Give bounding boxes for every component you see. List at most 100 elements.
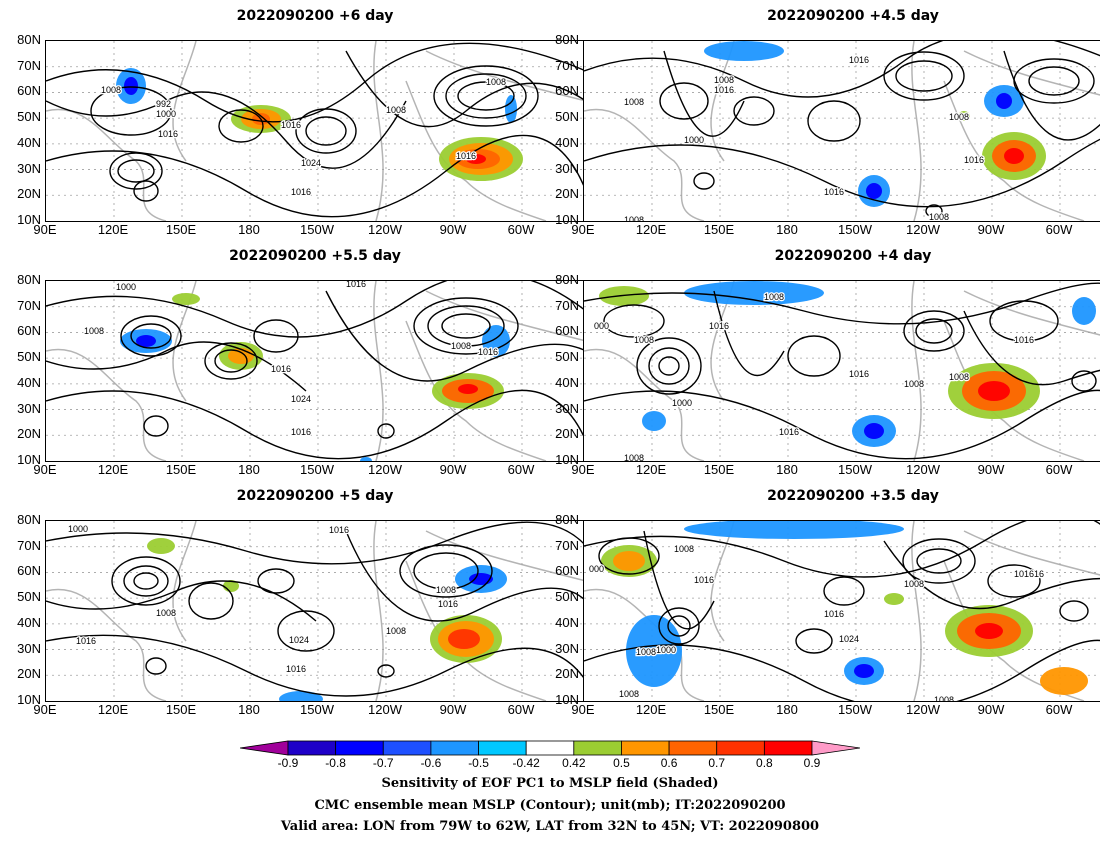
mslp-contour [257,568,295,594]
mslp-contour [603,304,665,338]
sensitivity-shade [975,623,1003,639]
mslp-contour [130,323,172,349]
contour-label: 1008 [101,85,121,95]
longitude-label: 90E [571,702,595,717]
longitude-label: 150E [703,702,735,717]
mslp-contour [584,41,1100,98]
longitude-label: 90E [33,462,57,477]
latitude-label: 60N [555,323,579,339]
map-plot-area: 1016 1008 1016 1008 1000 1008 1016 1016 1008 1008 [583,40,1100,222]
colorbar-box [668,740,718,756]
mslp-contour [987,564,1041,598]
mslp-contour [123,565,169,597]
caption-line-3: Valid area: LON from 79W to 62W, LAT fro… [280,819,820,834]
map-svg: 1008000101610161000100810241008101610161… [584,521,1100,701]
mslp-contour [1071,370,1097,392]
longitude-label: 120E [97,462,129,477]
mslp-contour [109,152,163,190]
mslp-contour [253,319,299,353]
mslp-contour [46,91,407,169]
mslp-contour [1028,66,1080,96]
sensitivity-shade [448,629,480,649]
mslp-contour [188,582,234,620]
latitude-label: 10N [555,692,579,707]
contour-label: 1016 [1024,569,1044,579]
colorbar-tick-label: -0.9 [277,756,299,770]
longitude-label: 60W [507,702,535,717]
mslp-contour [399,544,493,598]
contour-label: 1016 [824,609,844,619]
colorbar-box [621,740,670,756]
contour-label: 1016 [286,664,306,674]
mslp-contour [584,521,1100,578]
colorbar-tick-label: -0.7 [372,756,394,770]
mslp-contour [963,310,1100,386]
contour-label: 1008 [624,97,644,107]
mslp-contour [902,538,976,584]
mslp-contour [377,664,395,678]
mslp-contour [305,116,347,146]
map-plot-area: 1008 000 1016 1016 1000 1008 1024 1008 1016 1016 1… [583,520,1100,702]
latitude-label: 60N [17,83,41,99]
coastline [584,281,1100,461]
longitude-label: 180 [238,222,260,237]
mslp-contour [916,548,962,574]
mslp-contour [883,540,1100,610]
contour-label: 1016 [964,155,984,165]
colorbar-arrow-high [811,740,861,756]
contour-label: 1016 [329,525,349,535]
latitude-label: 70N [17,537,41,553]
latitude-label: 30N [555,400,579,416]
longitude-label: 60W [1045,462,1073,477]
coastline [46,41,586,221]
contour-label: 1008 [904,579,924,589]
sensitivity-shade [996,93,1012,109]
latitude-label: 20N [555,666,579,682]
contour-label: 1000 [156,109,176,119]
coastline [584,41,1100,221]
mslp-contour [46,580,317,622]
contour-label: 1016 [849,369,869,379]
latitude-label: 70N [17,297,41,313]
coastline [46,521,586,701]
mslp-contour [598,537,660,575]
latitude-label: 70N [555,297,579,313]
sensitivity-shade [978,381,1010,401]
mslp-contour [659,82,709,120]
latitude-label: 60N [17,323,41,339]
colorbar-tick-label: 0.7 [708,756,726,770]
mslp-contour [733,96,775,126]
contour-label: 1008 [486,77,506,87]
longitude-label: 150E [703,222,735,237]
contour-label: 1016 [714,85,734,95]
contour-label: 1008 [84,326,104,336]
longitude-label: 150W [300,462,334,477]
sensitivity-shade [704,41,784,61]
map-svg: 1008 000 1008 1016 1000 1016 1016 1008 1008 1016 1… [584,281,1100,461]
contour-label: 1016 [779,427,799,437]
latitude-label: 40N [555,614,579,630]
longitude-label: 120E [97,702,129,717]
longitude-label: 120W [906,702,940,717]
mslp-contour [925,204,943,218]
contour-label: 1024 [839,634,859,644]
coastline [46,281,586,461]
panel-title: 2022090200 +5 day [236,488,394,504]
sensitivity-shade [884,593,904,605]
contour-label: 992 [156,99,171,109]
map-plot-area: 1008 000 1008 1016 1000 1016 1016 1008 1008 1016 1… [583,280,1100,462]
latitude-label: 30N [17,160,41,176]
mslp-contour [133,572,159,590]
mslp-contour [143,415,169,437]
contour-label: 1016 [478,347,498,357]
contour-label: 1008 [386,105,406,115]
mslp-contour [427,305,505,347]
contour-label: 1008 [929,212,949,221]
longitude-label: 150W [838,702,872,717]
mslp-contour [218,109,264,143]
sensitivity-shade [458,384,478,394]
longitude-label: 90W [977,702,1005,717]
longitude-label: 120W [906,462,940,477]
latitude-label: 40N [555,134,579,150]
